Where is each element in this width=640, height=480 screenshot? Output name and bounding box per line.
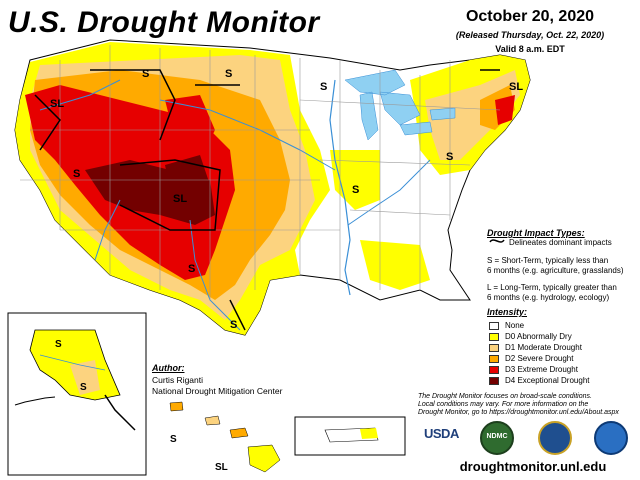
impact-short-term-1: S = Short-Term, typically less than [487,256,609,265]
state-lines [20,45,501,300]
d4-region-colorado [165,155,210,200]
ndmc-logo-text: NDMC [486,433,508,440]
puerto-rico-d0 [360,428,378,439]
map-label-s-pennsylvania: S [446,151,453,163]
legend-row-d4: D4 Exceptional Drought [489,375,590,386]
legend-row-d1: D1 Moderate Drought [489,342,590,353]
legend-label-none: None [505,321,525,330]
map-label-s-texas: S [188,263,195,275]
legend-label-d1: D1 Moderate Drought [505,343,582,352]
usda-logo: USDA [424,426,459,441]
legend-swatch-d4 [489,376,499,385]
map-label-s-alaska-south: S [80,382,87,393]
note-line-1: The Drought Monitor focuses on broad-sca… [418,393,592,400]
legend-swatch-d1 [489,343,499,352]
legend-label-d2: D2 Severe Drought [505,354,574,363]
map-label-sl-maine: SL [509,81,523,93]
page-title: U.S. Drought Monitor [8,6,320,39]
map-label-sl-colorado: SL [173,193,187,205]
impact-line-sample [489,239,505,243]
valid-time: Valid 8 a.m. EDT [495,44,565,54]
legend-swatch-d0 [489,332,499,341]
map-label-sl-hawaii: SL [215,462,228,473]
map-label-s-wisconsin: S [320,81,327,93]
legend-row-d0: D0 Abnormally Dry [489,331,590,342]
ndmc-logo: NDMC [480,421,514,455]
note-line-2: Local conditions may vary. For more info… [418,401,589,408]
impact-lines [34,69,500,331]
legend-label-d0: D0 Abnormally Dry [505,332,572,341]
legend-swatch-none [489,321,499,330]
impact-long-term-2: 6 months (e.g. hydrology, ecology) [487,293,610,302]
alaska-d1 [70,360,100,395]
map-date: October 20, 2020 [465,8,595,25]
intensity-heading: Intensity: [487,307,528,317]
legend-label-d3: D3 Extreme Drought [505,365,578,374]
impact-long-term-1: L = Long-Term, typically greater than [487,283,617,292]
map-label-s-nevada: S [73,168,80,180]
d3-region-northeast [495,95,515,125]
map-label-s-alaska: S [55,339,62,350]
hawaii-island-kauai [169,401,184,412]
legend-swatch-d2 [489,354,499,363]
legend-row-none: None [489,320,590,331]
commerce-seal-logo [538,421,572,455]
map-label-sl-oregon: SL [50,98,64,110]
legend-label-d4: D4 Exceptional Drought [505,376,590,385]
impact-delineates-text: Delineates dominant impacts [509,238,612,247]
hawaii-island-maui [229,427,249,439]
hawaii-island-big [247,444,281,473]
river-mississippi [329,79,351,296]
river-rio-grande [189,219,241,331]
hawaii-island-oahu [204,415,221,426]
river-ohio [347,159,431,226]
map-label-s-hawaii: S [170,434,177,445]
impact-short-term-2: 6 months (e.g. agriculture, grasslands) [487,266,624,275]
release-date: (Released Thursday, Oct. 22, 2020) [455,30,605,40]
author-organization: National Drought Mitigation Center [152,386,283,396]
author-name: Curtis Riganti [152,375,204,385]
map-label-s-south-texas: S [230,319,237,331]
map-label-s-minnesota: S [225,68,232,80]
map-label-s-illinois: S [352,184,359,196]
alaska-aleutians [14,396,56,406]
d0-region-southeast [360,240,430,290]
intensity-legend: None D0 Abnormally Dry D1 Moderate Droug… [489,320,590,386]
noaa-logo [594,421,628,455]
impact-types-heading: Drought Impact Types: [487,228,585,238]
website-url: droughtmonitor.unl.edu [459,459,607,474]
disclaimer-note: The Drought Monitor focuses on broad-sca… [418,393,638,417]
d0-region-midwest [330,150,380,210]
alaska-panhandle [104,394,136,431]
legend-row-d3: D3 Extreme Drought [489,364,590,375]
legend-swatch-d3 [489,365,499,374]
note-line-3: Drought Monitor, go to https://droughtmo… [418,409,619,416]
legend-row-d2: D2 Severe Drought [489,353,590,364]
map-label-s-north-dakota: S [142,68,149,80]
alaska-river [39,354,106,371]
author-heading: Author: [152,363,185,373]
